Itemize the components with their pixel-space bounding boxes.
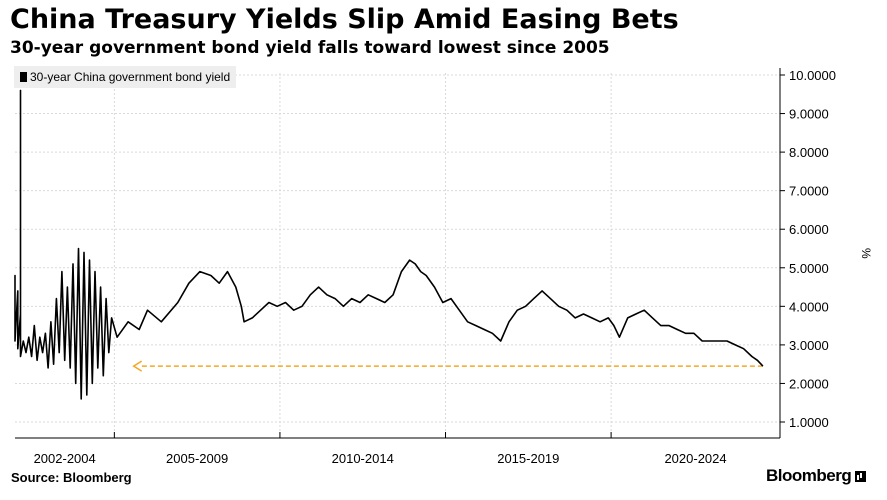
y-tick-label: 7.0000 bbox=[789, 184, 829, 199]
y-tick-label: 3.0000 bbox=[789, 338, 829, 353]
legend: 30-year China government bond yield bbox=[14, 66, 237, 88]
y-tick-label: 8.0000 bbox=[789, 145, 829, 160]
reference-arrow-head bbox=[132, 360, 143, 372]
legend-swatch bbox=[20, 72, 27, 82]
chart-title: China Treasury Yields Slip Amid Easing B… bbox=[10, 4, 679, 35]
y-tick-label: 10.0000 bbox=[789, 68, 836, 83]
y-axis-unit-label: % bbox=[859, 248, 873, 259]
brand-logo: Bloomberg bbox=[766, 466, 867, 486]
y-tick-label: 4.0000 bbox=[789, 299, 829, 314]
y-tick-label: 9.0000 bbox=[789, 107, 829, 122]
brand-name: Bloomberg bbox=[766, 466, 852, 485]
source-note: Source: Bloomberg bbox=[11, 470, 132, 485]
x-tick-label: 2015-2019 bbox=[497, 451, 559, 466]
x-tick-label: 2010-2014 bbox=[332, 451, 394, 466]
x-tick-label: 2020-2024 bbox=[664, 451, 726, 466]
chart-subtitle: 30-year government bond yield falls towa… bbox=[10, 38, 610, 58]
series-line bbox=[14, 89, 764, 400]
y-tick-label: 2.0000 bbox=[789, 376, 829, 391]
x-tick-label: 2005-2009 bbox=[166, 451, 228, 466]
legend-label: 30-year China government bond yield bbox=[30, 70, 231, 84]
y-tick-label: 6.0000 bbox=[789, 222, 829, 237]
bloomberg-chart-icon bbox=[855, 470, 867, 482]
y-tick-label: 1.0000 bbox=[789, 415, 829, 430]
y-tick-label: 5.0000 bbox=[789, 261, 829, 276]
x-tick-label: 2002-2004 bbox=[34, 451, 96, 466]
